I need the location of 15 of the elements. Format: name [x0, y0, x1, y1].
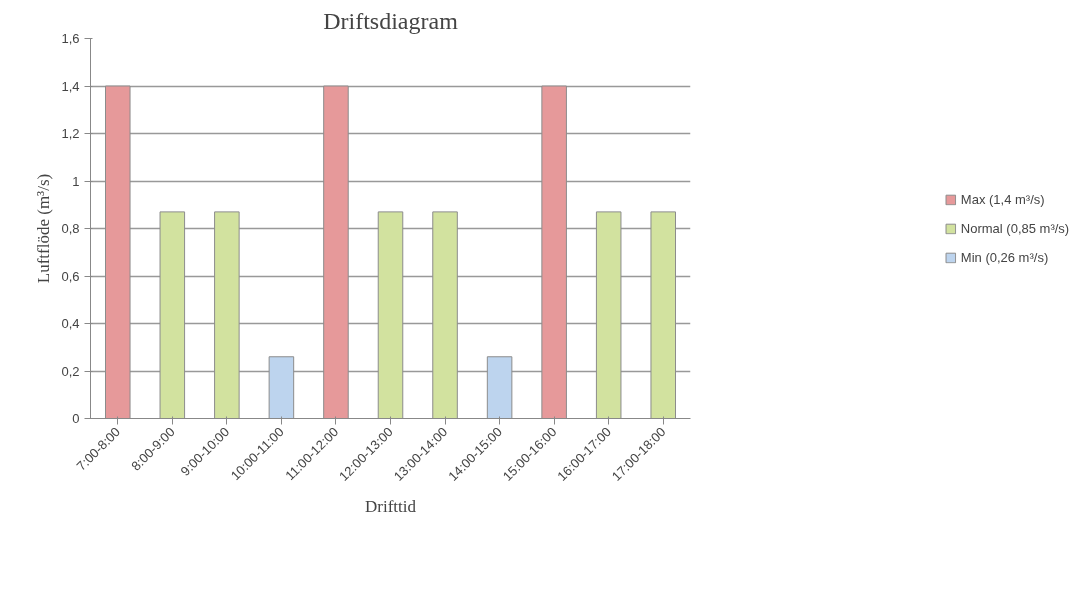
legend-label: Min (0,26 m³/s) — [960, 249, 1049, 265]
y-tick-label: 1,6 — [61, 31, 80, 46]
y-tick-label: 0,6 — [61, 268, 80, 284]
chart-title: Driftsdiagram — [323, 7, 459, 34]
y-tick-label: 1,4 — [61, 78, 80, 94]
x-axis-title: Drifttid — [365, 497, 417, 517]
legend-label: Normal (0,85 m³/s) — [960, 220, 1070, 236]
y-tick-label: 1 — [72, 173, 80, 189]
y-tick-label: 0,2 — [61, 363, 80, 379]
legend-label: Max (1,4 m³/s) — [960, 191, 1045, 207]
y-tick-label: 1,2 — [61, 126, 80, 141]
y-tick-label: 0,4 — [61, 316, 80, 331]
y-tick-label: 0,8 — [61, 221, 80, 236]
y-tick-label: 0 — [72, 411, 80, 426]
y-axis-title: Luftflöde (m³/s) — [34, 173, 54, 284]
